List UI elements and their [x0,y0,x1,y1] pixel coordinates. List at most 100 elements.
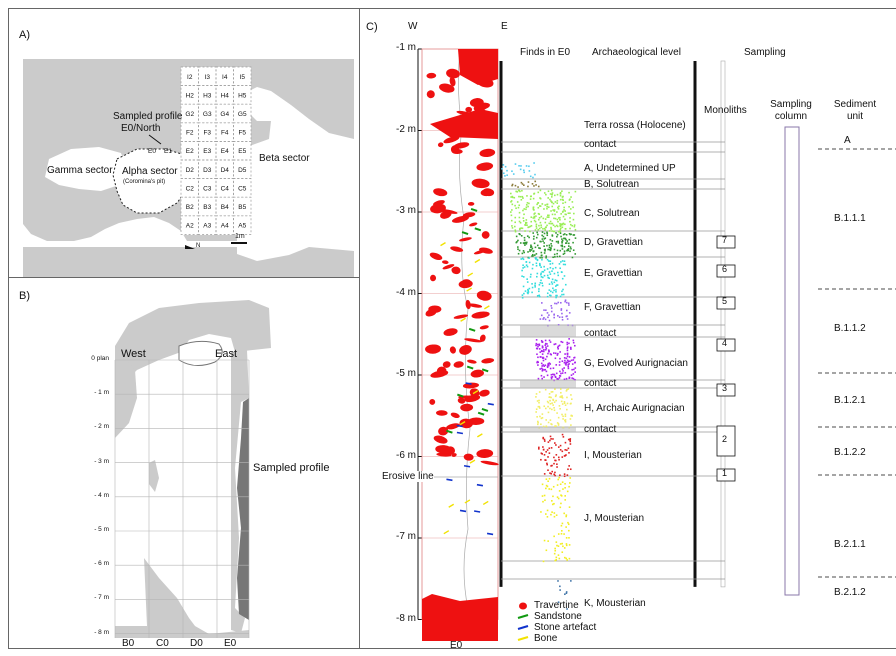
find-point [558,217,560,219]
find-point [538,290,540,293]
depth-label-b: - 5 m [94,526,109,533]
find-point [528,261,531,264]
find-point [574,361,576,364]
find-point [569,250,571,253]
find-point [542,448,545,451]
find-point [560,308,563,310]
find-point [527,289,529,292]
find-point [544,499,546,502]
find-point [536,275,538,278]
find-point [544,221,547,224]
find-point [573,234,576,236]
find-point [574,344,576,347]
find-point [516,240,518,243]
find-point [525,206,528,209]
monolith-box [716,264,736,278]
header-level: Archaeological level [592,47,681,58]
find-point [510,219,513,222]
sediment-unit-label: B.2.1.2 [834,587,866,598]
find-point [548,319,551,322]
find-point [547,401,550,404]
find-point [510,196,512,198]
find-point [526,202,529,204]
find-point [553,289,555,292]
find-point [543,252,546,254]
find-point [561,316,564,318]
travertine-block [476,449,494,459]
find-point [517,246,519,248]
find-point [521,252,524,255]
find-point [541,231,544,233]
find-point [503,172,505,175]
find-point [550,438,552,440]
find-point [536,233,539,236]
grid-cell-label: H5 [238,92,247,99]
find-point [518,233,521,235]
find-point [573,212,575,215]
find-point [541,413,544,415]
legend-label: Bone [534,633,558,644]
panel-a-label: A) [19,29,30,41]
find-point [550,247,552,250]
find-point [568,191,570,194]
find-point [565,526,567,528]
find-point [551,240,554,242]
find-point [559,585,561,588]
find-point [514,230,517,233]
stone-artefact-find [463,464,471,468]
find-point [546,207,548,210]
find-point [552,267,554,270]
find-point [567,438,570,441]
travertine-block [430,274,437,282]
find-point [551,193,553,196]
travertine-block [435,410,448,416]
find-point [537,218,540,221]
find-point [569,418,572,420]
travertine-block [462,212,476,218]
panel-c: C) W E Finds in E0 Archaeological level … [360,8,896,651]
east-marker: E [501,21,508,32]
find-point [537,202,539,204]
find-point [548,362,551,364]
find-point [551,423,553,426]
find-point [532,255,534,257]
find-point [557,601,560,603]
find-point [535,411,537,413]
find-point [530,216,533,219]
find-point [525,261,528,263]
travertine-block [442,264,455,270]
find-point [570,233,572,236]
find-point [530,225,533,227]
find-point [540,339,543,342]
find-point [522,285,525,288]
find-point [569,477,572,479]
find-point [541,302,543,304]
find-point [541,346,544,349]
find-point [536,423,539,426]
travertine-block [457,397,466,404]
find-point [529,230,531,233]
header-sampling-column: Sampling column [770,99,812,122]
find-point [553,248,556,251]
find-point [542,350,545,353]
find-point [565,238,567,241]
find-point [535,339,538,341]
find-point [559,232,562,235]
find-point [546,516,549,518]
find-point [547,405,549,408]
find-point [521,183,524,185]
find-point [541,453,544,455]
find-point [522,197,524,199]
level-label: J, Mousterian [584,513,645,524]
find-point [562,488,564,490]
travertine-block [433,435,448,444]
find-point [517,239,519,242]
find-point [547,316,549,319]
travertine-block [426,72,437,79]
find-point [566,608,568,610]
find-point [555,240,558,243]
travertine-bottom [422,594,498,641]
find-point [555,459,557,462]
find-point [553,194,556,197]
travertine-block [459,418,473,429]
